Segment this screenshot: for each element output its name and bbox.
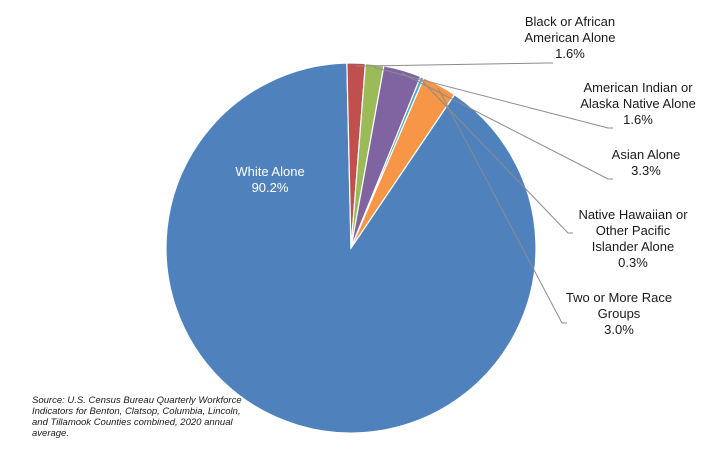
leader-line: [437, 87, 567, 324]
slice-label: Two or More Race Groups 3.0%: [566, 290, 672, 337]
leader-line: [374, 67, 613, 129]
slice-label: Black or African American Alone 1.6%: [524, 14, 615, 61]
slice-label: Native Hawaiian or Other Pacific Islander …: [578, 207, 688, 270]
pie-slices: [165, 62, 537, 434]
pie-slice: [350, 77, 456, 249]
leader-line: [401, 72, 613, 180]
source-note: Source: U.S. Census Bureau Quarterly Wor…: [32, 395, 242, 439]
leader-lines: [356, 62, 613, 324]
leader-line: [420, 79, 573, 234]
slice-label: American Indian or Alaska Native Alone 1.6…: [580, 80, 696, 127]
slice-label: White Alone 90.2%: [235, 164, 304, 195]
slice-label: Asian Alone 3.3%: [612, 147, 681, 178]
slice-labels: White Alone 90.2% Black or African American…: [235, 14, 696, 337]
leader-line: [356, 62, 553, 67]
